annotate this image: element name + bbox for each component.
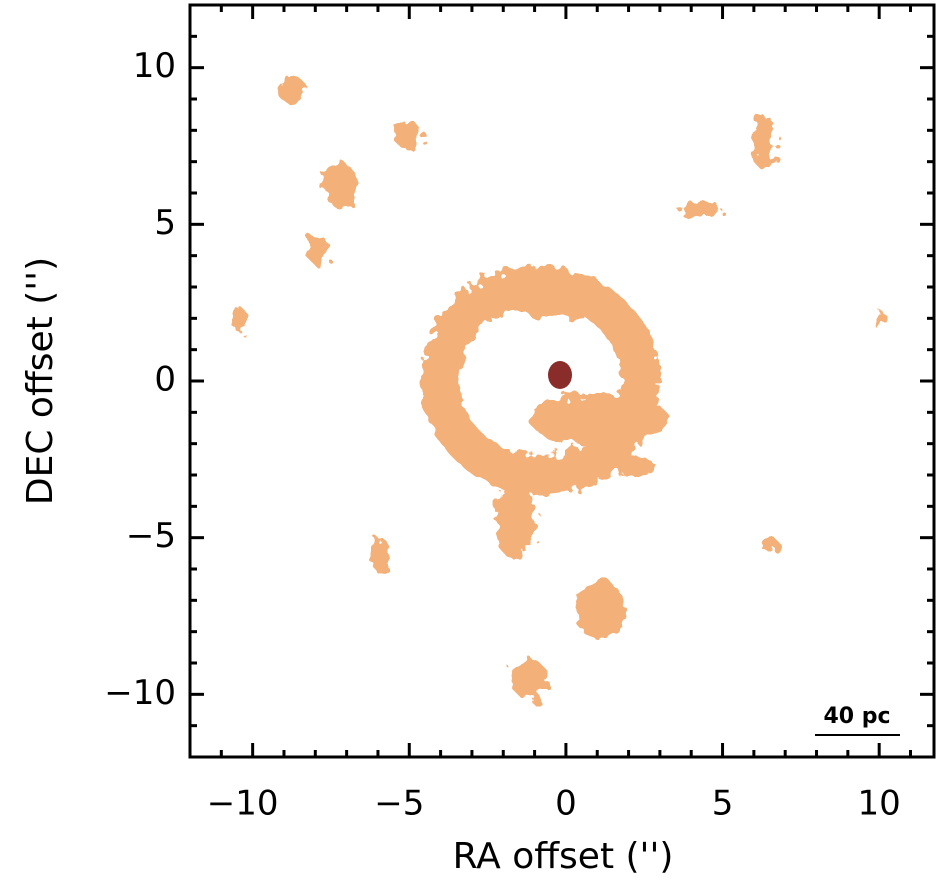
y-axis-label: DEC offset ('') bbox=[20, 257, 61, 505]
emission-blob bbox=[530, 395, 670, 445]
emission-blob bbox=[678, 202, 722, 218]
emission-blob bbox=[752, 114, 776, 170]
x-axis-label: RA offset ('') bbox=[453, 836, 674, 877]
emission-blob bbox=[760, 539, 780, 551]
y-tick-label: −5 bbox=[126, 516, 176, 556]
y-tick-label: 10 bbox=[133, 46, 176, 86]
emission-blob bbox=[278, 76, 306, 104]
emission-blob bbox=[370, 537, 390, 573]
emission-blob bbox=[394, 121, 422, 149]
emission-blob bbox=[306, 236, 330, 264]
emission-map bbox=[232, 76, 885, 700]
y-tick-label: 0 bbox=[154, 360, 176, 400]
emission-blob bbox=[500, 282, 620, 318]
y-tick-label: 5 bbox=[154, 203, 176, 243]
y-tick-label: −10 bbox=[104, 673, 176, 713]
emission-blob bbox=[545, 453, 655, 477]
x-tick-label: 10 bbox=[858, 784, 901, 824]
core bbox=[548, 361, 572, 389]
x-tick-label: 5 bbox=[712, 784, 734, 824]
emission-blob bbox=[322, 163, 358, 207]
emission-blob bbox=[875, 310, 885, 330]
x-tick-label: 0 bbox=[555, 784, 577, 824]
emission-blob bbox=[512, 660, 548, 700]
emission-blob bbox=[495, 480, 535, 560]
emission-blob bbox=[575, 580, 625, 640]
emission-blob bbox=[232, 308, 248, 332]
scale-label: 40 pc bbox=[823, 704, 890, 729]
x-tick-label: −10 bbox=[207, 784, 279, 824]
x-tick-label: −5 bbox=[374, 784, 424, 824]
